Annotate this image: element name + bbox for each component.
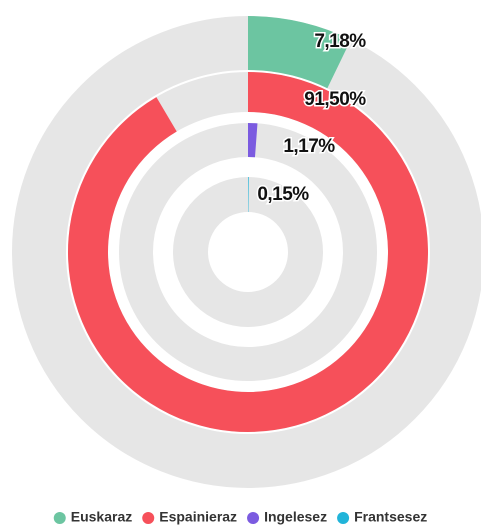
value-label: 7,18% [314, 31, 366, 52]
ring-track [119, 123, 377, 381]
value-label: 1,17% [283, 136, 335, 157]
legend-marker [142, 512, 155, 524]
ring-bar [248, 177, 249, 213]
value-label: 0,15% [257, 184, 309, 205]
legend-label: Ingelesez [264, 509, 327, 525]
value-label: 91,50% [304, 89, 366, 110]
legend-label: Euskaraz [71, 509, 132, 525]
ring-bar [248, 16, 351, 89]
legend-label: Frantsesez [354, 509, 427, 525]
legend-marker [337, 512, 350, 524]
legend-marker [53, 512, 66, 524]
legend-label: Espainieraz [159, 509, 237, 525]
ring-bar [248, 123, 258, 158]
legend-marker [247, 512, 260, 524]
